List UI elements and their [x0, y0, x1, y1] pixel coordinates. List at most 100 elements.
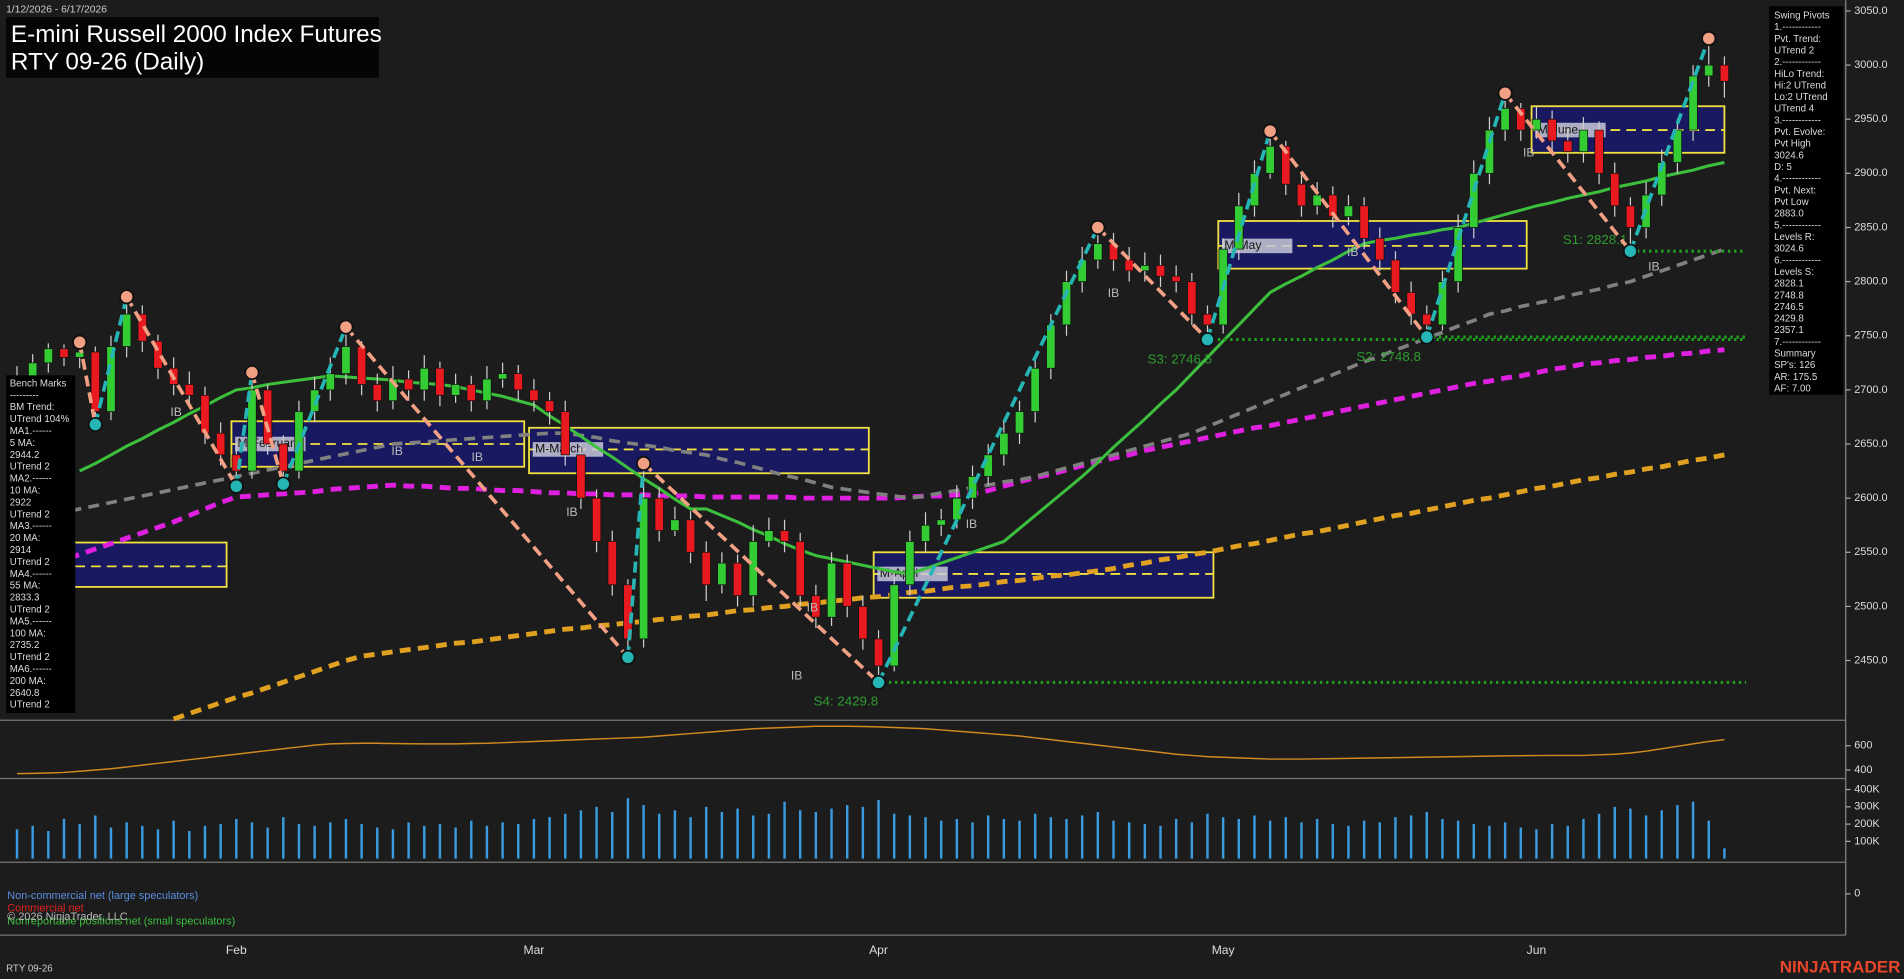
inside-bar-label: IB [1347, 245, 1358, 259]
swing-pivots-line: AR: 175.5 [1774, 372, 1817, 383]
volume-bar [329, 822, 332, 859]
volume-bar [438, 824, 442, 859]
candle-body [967, 476, 978, 499]
candle-body [1343, 205, 1354, 218]
candle-body [1359, 205, 1369, 239]
volume-bar [1441, 818, 1444, 859]
swing-pivot [1419, 329, 1435, 345]
candle-body [1046, 324, 1056, 369]
volume-bar [1613, 806, 1616, 859]
bench-marks-line: 55 MA: [10, 581, 41, 592]
bench-marks-line: MA4.------ [10, 569, 52, 580]
box-label: M-June [1538, 122, 1579, 136]
candle-body [936, 519, 946, 526]
volume-bar [845, 805, 849, 859]
volume-bar [1472, 824, 1475, 859]
candle-body [1312, 194, 1322, 207]
bench-marks-line: 2922 [10, 497, 32, 508]
candle-body [184, 384, 194, 396]
candle-body [200, 394, 210, 434]
y-tick-label: 200K [1854, 818, 1880, 830]
volume-bar [892, 813, 896, 859]
volume-bar [1707, 820, 1710, 859]
swing-pivot [72, 334, 88, 350]
volume-bar [250, 822, 254, 859]
volume-bar [31, 825, 34, 859]
x-tick-label: Feb [226, 943, 247, 957]
y-tick-label: 2500.0 [1854, 600, 1887, 612]
support-label: S4: 2429.8 [814, 693, 879, 708]
swing-pivots-line: 2429.8 [1774, 314, 1804, 325]
overlay-layer: E-mini Russell 2000 Index Futures RTY 09… [6, 5, 1900, 976]
volume-bar [282, 817, 285, 859]
volume-bar [344, 818, 348, 859]
candle-body [466, 384, 476, 402]
swing-pivots-line: 7.------------ [1774, 337, 1821, 348]
volume-bar [1033, 813, 1037, 859]
swing-pivots-line: Lo:2 UTrend [1774, 92, 1828, 103]
candle-body [999, 432, 1009, 456]
candle-body [1563, 140, 1573, 153]
bench-marks-line: MA5.------ [10, 616, 52, 627]
candle-body [1516, 108, 1526, 131]
volume-bar [109, 827, 113, 859]
volume-bar [141, 825, 144, 859]
candle-body [717, 562, 727, 586]
volume-bar [1065, 818, 1068, 859]
moving-average [16, 247, 1725, 524]
bench-marks-line: UTrend 104% [10, 414, 70, 425]
volume-bar [219, 824, 222, 859]
swing-pivots-line: AF: 7.00 [1774, 384, 1811, 395]
swing-pivots-line: Hi:2 UTrend [1774, 80, 1826, 91]
volume-bar [1268, 820, 1272, 859]
swing-pivots-line: Pvt. Trend: [1774, 34, 1821, 45]
y-tick-label: 2800.0 [1854, 276, 1887, 288]
candle-body [1594, 129, 1604, 174]
candle-body [920, 524, 931, 542]
swing-pivots-line: 5.------------ [1774, 220, 1821, 231]
candle-body [419, 367, 429, 391]
candle-body [513, 373, 523, 391]
bench-marks-line: 2833.3 [10, 593, 40, 604]
candle-body [450, 384, 461, 396]
swing-pivot [119, 289, 135, 305]
volume-bar [501, 822, 504, 859]
y-tick-label: 2900.0 [1854, 167, 1887, 179]
candle-body [1014, 411, 1025, 434]
volume-bar [1409, 815, 1413, 859]
inside-bar-label: IB [966, 517, 977, 531]
swing-leg [1425, 92, 1507, 338]
bench-marks-line: 200 MA: [10, 676, 46, 687]
candle-body [1281, 145, 1291, 185]
volume-bar [564, 813, 567, 859]
candle-body [28, 362, 38, 378]
volume-bar [1347, 825, 1350, 859]
candle-body [1719, 64, 1730, 82]
bench-marks-line: UTrend 2 [10, 652, 50, 663]
y-tick-label: 3000.0 [1854, 59, 1887, 71]
swing-leg [125, 295, 238, 488]
volume-bar [1378, 822, 1382, 859]
y-tick-label: 2450.0 [1854, 654, 1887, 666]
chart-subtitle: RTY 09-26 (Daily) [11, 49, 204, 76]
candle-body [1625, 205, 1636, 228]
inside-bar-label: IB [1108, 286, 1119, 300]
volume-bar [1237, 818, 1241, 859]
candle-body [1140, 265, 1150, 272]
swing-leg [93, 296, 129, 425]
y-tick-label: 2550.0 [1854, 546, 1887, 558]
volume-bar [1080, 815, 1084, 859]
volume-bar [1221, 817, 1225, 859]
volume-bar [955, 818, 959, 859]
swing-pivot [275, 476, 291, 492]
candle-body [216, 432, 226, 456]
swing-leg [1096, 226, 1209, 341]
candle-body [1030, 367, 1040, 412]
candle-body [278, 443, 288, 472]
candle-body [858, 606, 868, 640]
bench-marks-line: MA2.------ [10, 474, 52, 485]
legend-entry: Non-commercial net (large speculators) [7, 890, 198, 902]
volume-bar [423, 825, 426, 859]
volume-bar [1127, 822, 1131, 859]
